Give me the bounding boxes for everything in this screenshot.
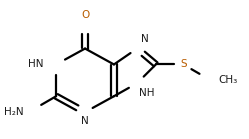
Text: H₂N: H₂N xyxy=(4,107,24,117)
Text: N: N xyxy=(141,34,148,44)
Text: NH: NH xyxy=(139,88,155,98)
Text: S: S xyxy=(180,59,187,70)
Text: HN: HN xyxy=(28,59,44,70)
Text: CH₃: CH₃ xyxy=(219,75,238,85)
Text: O: O xyxy=(81,10,89,20)
Text: N: N xyxy=(81,116,89,126)
